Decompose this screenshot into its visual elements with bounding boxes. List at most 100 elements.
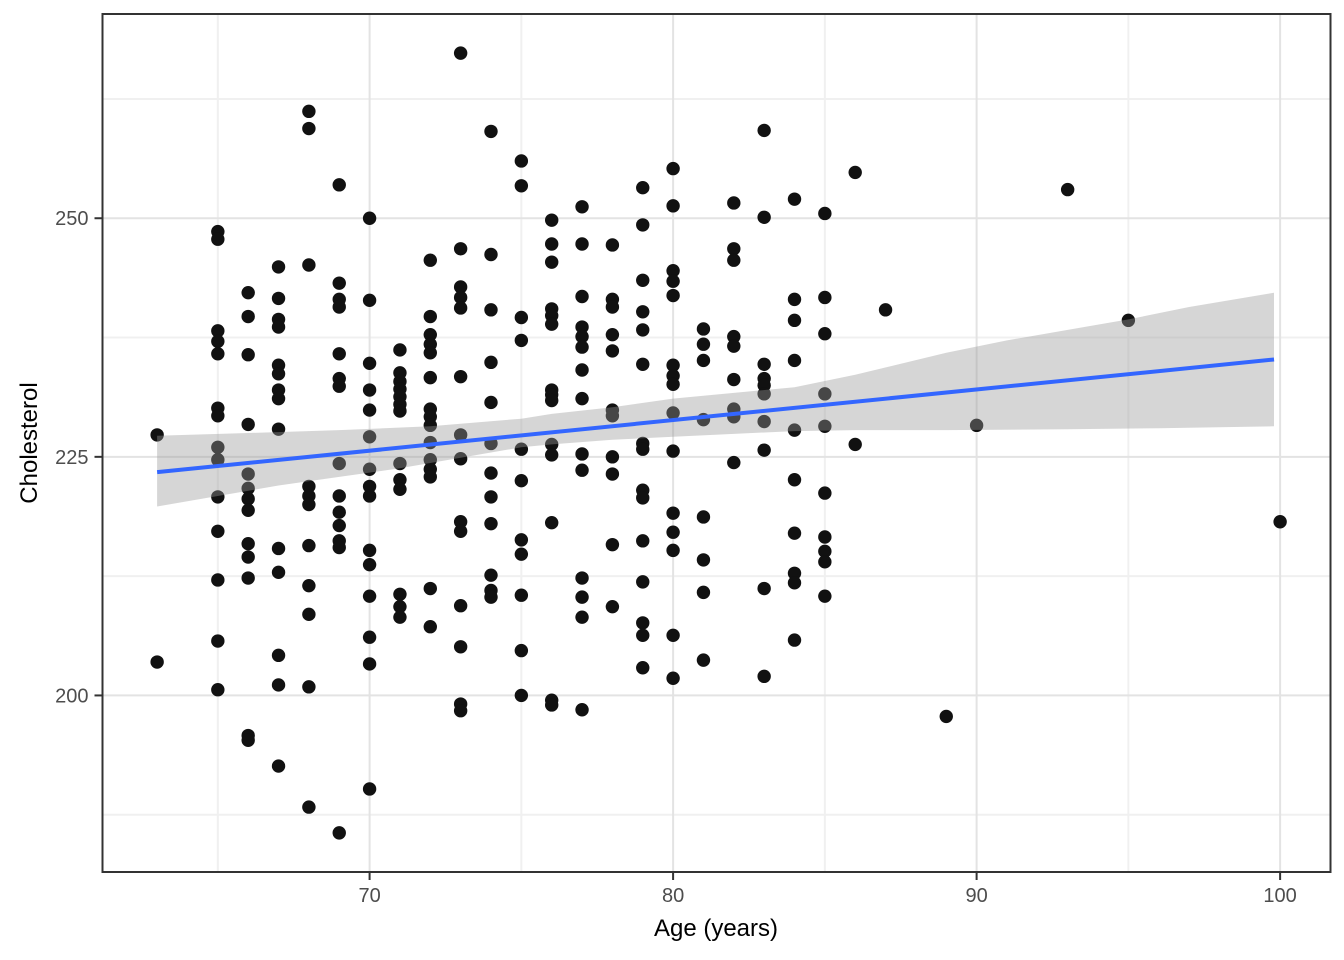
- data-point: [787, 423, 802, 437]
- data-point: [666, 671, 680, 685]
- data-point: [848, 165, 862, 180]
- data-point: [1060, 182, 1075, 197]
- data-point: [302, 497, 316, 512]
- data-point: [605, 467, 620, 481]
- data-point: [362, 589, 377, 603]
- data-point: [393, 599, 407, 614]
- data-point: [362, 557, 377, 572]
- data-point: [757, 210, 771, 224]
- data-point: [818, 290, 832, 305]
- data-point: [332, 178, 346, 192]
- data-point: [362, 479, 377, 494]
- data-point: [241, 309, 255, 324]
- data-point: [636, 305, 650, 319]
- data-point: [211, 347, 225, 361]
- data-point: [211, 409, 225, 423]
- data-point: [514, 643, 529, 658]
- data-point: [727, 242, 741, 256]
- data-point: [605, 327, 620, 342]
- data-point: [818, 530, 832, 544]
- data-point: [332, 276, 346, 290]
- data-point: [150, 428, 164, 442]
- data-point: [332, 379, 346, 393]
- data-point: [605, 537, 620, 552]
- data-point: [393, 456, 407, 471]
- data-point: [271, 422, 286, 436]
- data-point: [453, 46, 468, 60]
- data-point: [666, 274, 680, 288]
- data-point: [241, 550, 255, 564]
- data-point: [575, 610, 589, 624]
- data-point: [544, 393, 559, 408]
- data-point: [818, 387, 832, 401]
- data-point: [271, 391, 286, 406]
- data-point: [605, 344, 620, 358]
- data-point: [271, 678, 286, 692]
- data-point: [727, 339, 741, 353]
- data-point: [514, 473, 529, 488]
- data-point: [636, 357, 650, 371]
- data-point: [393, 343, 407, 357]
- data-point: [484, 466, 498, 480]
- data-point: [423, 581, 437, 596]
- data-point: [362, 403, 377, 417]
- data-point: [727, 253, 741, 267]
- data-point: [211, 453, 225, 467]
- data-point: [453, 640, 468, 654]
- data-point: [332, 505, 346, 519]
- data-point: [727, 455, 741, 470]
- data-point: [211, 524, 225, 538]
- x-tick-label: 80: [662, 885, 684, 907]
- data-point: [150, 655, 164, 669]
- data-point: [575, 340, 589, 354]
- y-tick-label: 200: [55, 685, 88, 707]
- data-point: [332, 456, 346, 471]
- data-point: [818, 555, 832, 569]
- data-point: [575, 447, 589, 461]
- data-point: [271, 541, 286, 556]
- data-point: [696, 337, 711, 351]
- data-point: [453, 242, 468, 256]
- data-point: [787, 576, 802, 590]
- data-point: [271, 759, 286, 773]
- data-point: [271, 291, 286, 306]
- data-point: [393, 404, 407, 418]
- data-point: [666, 543, 680, 558]
- data-point: [636, 616, 650, 630]
- data-point: [423, 327, 437, 342]
- data-point: [453, 452, 468, 466]
- data-point: [544, 317, 559, 331]
- data-point: [241, 467, 255, 481]
- data-point: [757, 357, 771, 371]
- data-point: [544, 698, 559, 712]
- data-point: [453, 515, 468, 529]
- data-point: [362, 356, 377, 371]
- data-point: [575, 289, 589, 304]
- regression-line: [156, 357, 1275, 475]
- data-point: [757, 581, 771, 596]
- data-point: [423, 418, 437, 433]
- data-point: [423, 346, 437, 360]
- data-point: [393, 610, 407, 624]
- data-point: [453, 704, 468, 718]
- data-point: [636, 661, 650, 675]
- data-point: [241, 503, 255, 517]
- data-point: [362, 293, 377, 308]
- data-point: [211, 324, 225, 338]
- data-point: [605, 409, 620, 423]
- data-point: [696, 353, 711, 368]
- data-point: [878, 303, 893, 317]
- data-point: [211, 334, 225, 349]
- data-point: [211, 634, 225, 648]
- data-point: [757, 414, 771, 429]
- data-point: [575, 363, 589, 377]
- data-point: [362, 543, 377, 558]
- data-point: [302, 479, 316, 494]
- y-tick-label: 225: [55, 447, 88, 469]
- data-point: [211, 683, 225, 697]
- data-point: [302, 680, 316, 694]
- x-tick-label: 90: [965, 885, 987, 907]
- data-point: [757, 669, 771, 684]
- data-point: [605, 450, 620, 464]
